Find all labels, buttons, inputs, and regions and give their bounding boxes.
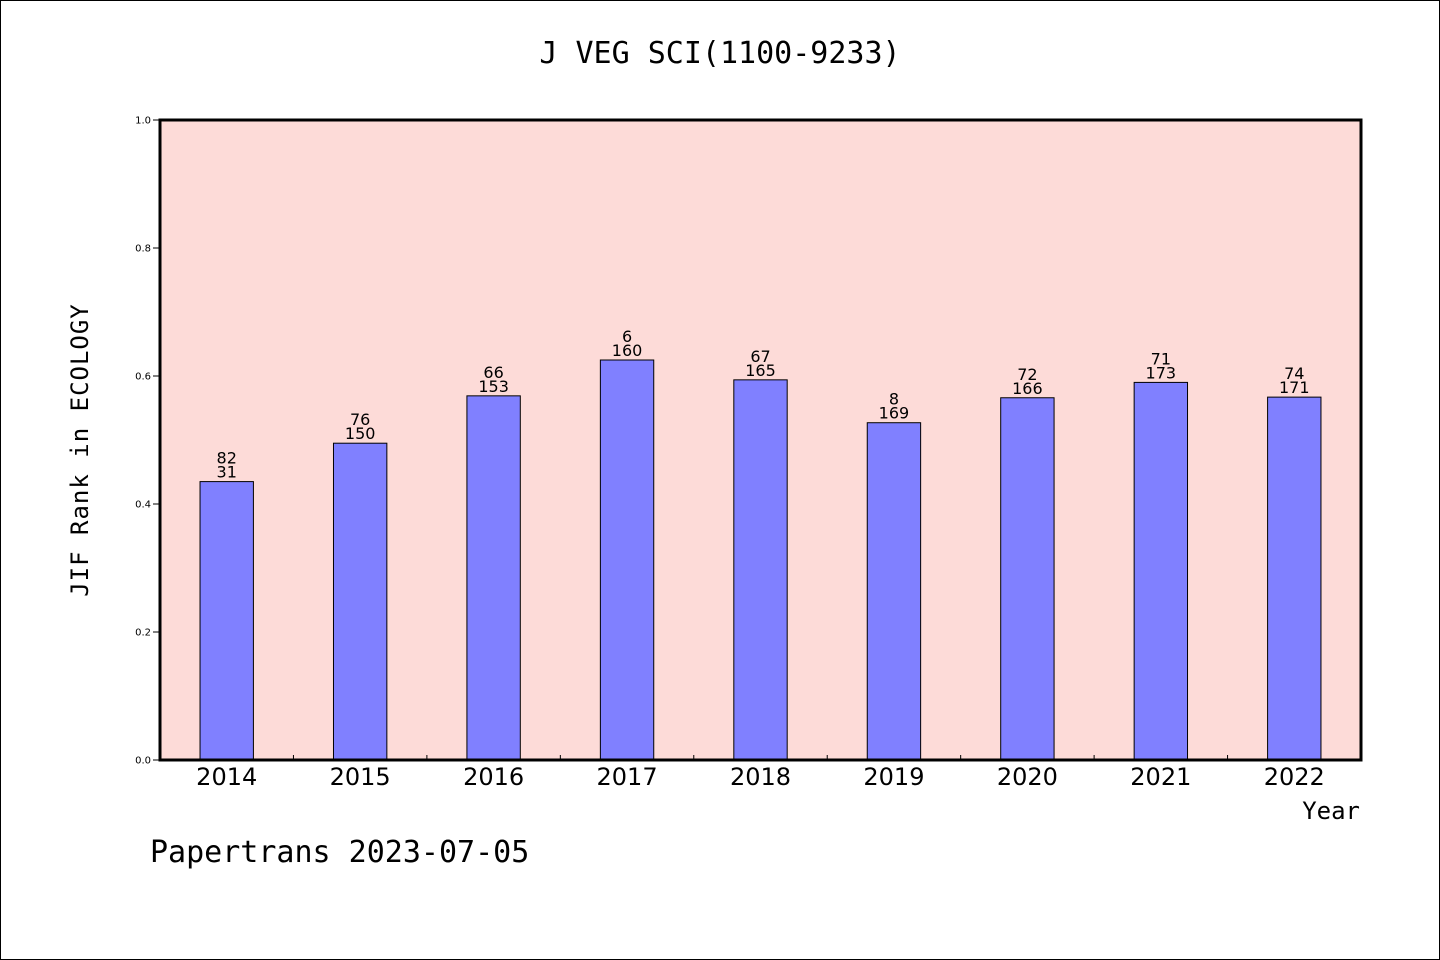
x-tick-label: 2017 bbox=[597, 763, 658, 791]
x-tick-label: 2022 bbox=[1264, 763, 1325, 791]
bar-label-bottom: 173 bbox=[1146, 363, 1177, 382]
bar-label-bottom: 165 bbox=[745, 361, 776, 380]
x-tick-label: 2018 bbox=[730, 763, 791, 791]
x-tick-label: 2014 bbox=[196, 763, 257, 791]
bar-label-bottom: 166 bbox=[1012, 379, 1043, 398]
bar bbox=[199, 481, 254, 761]
bar-label-top: 66 bbox=[483, 363, 503, 382]
bar bbox=[599, 359, 655, 761]
bar-label-top: 6 bbox=[622, 327, 632, 346]
bar-label-top: 67 bbox=[750, 347, 770, 366]
y-tick-label: 0.2 bbox=[135, 628, 151, 639]
bar-label-top: 74 bbox=[1284, 364, 1304, 383]
y-tick-label: 0.6 bbox=[135, 372, 151, 383]
footer-credit: Papertrans 2023-07-05 bbox=[150, 835, 530, 870]
bar-label-bottom: 169 bbox=[879, 404, 910, 423]
bar-label-bottom: 150 bbox=[345, 424, 376, 443]
bar bbox=[1133, 381, 1189, 761]
bar-label-bottom: 160 bbox=[612, 341, 643, 360]
bar-label-top: 8 bbox=[889, 390, 899, 409]
bar bbox=[866, 422, 922, 761]
x-axis-label: Year bbox=[1302, 797, 1360, 825]
bar bbox=[1000, 397, 1055, 761]
bar bbox=[332, 442, 388, 761]
y-tick-label: 1.0 bbox=[135, 116, 151, 127]
bar-label-top: 82 bbox=[217, 449, 237, 468]
bar-label-top: 71 bbox=[1151, 349, 1171, 368]
y-tick-label: 0.4 bbox=[135, 500, 151, 511]
x-tick-label: 2015 bbox=[330, 763, 391, 791]
bar bbox=[733, 379, 788, 761]
y-tick-label: 0.0 bbox=[135, 756, 151, 767]
plot-border bbox=[158, 118, 1363, 762]
x-tick-label: 2020 bbox=[997, 763, 1058, 791]
bar-label-bottom: 31 bbox=[217, 463, 237, 482]
bar-label-top: 76 bbox=[350, 410, 370, 429]
bar-label-bottom: 171 bbox=[1279, 378, 1310, 397]
bar bbox=[1267, 396, 1322, 761]
x-tick-label: 2019 bbox=[863, 763, 924, 791]
bar-label-bottom: 153 bbox=[478, 377, 509, 396]
x-tick-label: 2016 bbox=[463, 763, 524, 791]
x-tick-label: 2021 bbox=[1130, 763, 1191, 791]
y-tick-label: 0.8 bbox=[135, 244, 151, 255]
chart-title: J VEG SCI(1100-9233) bbox=[539, 36, 901, 71]
bar bbox=[466, 395, 521, 761]
bar-label-top: 72 bbox=[1017, 365, 1037, 384]
